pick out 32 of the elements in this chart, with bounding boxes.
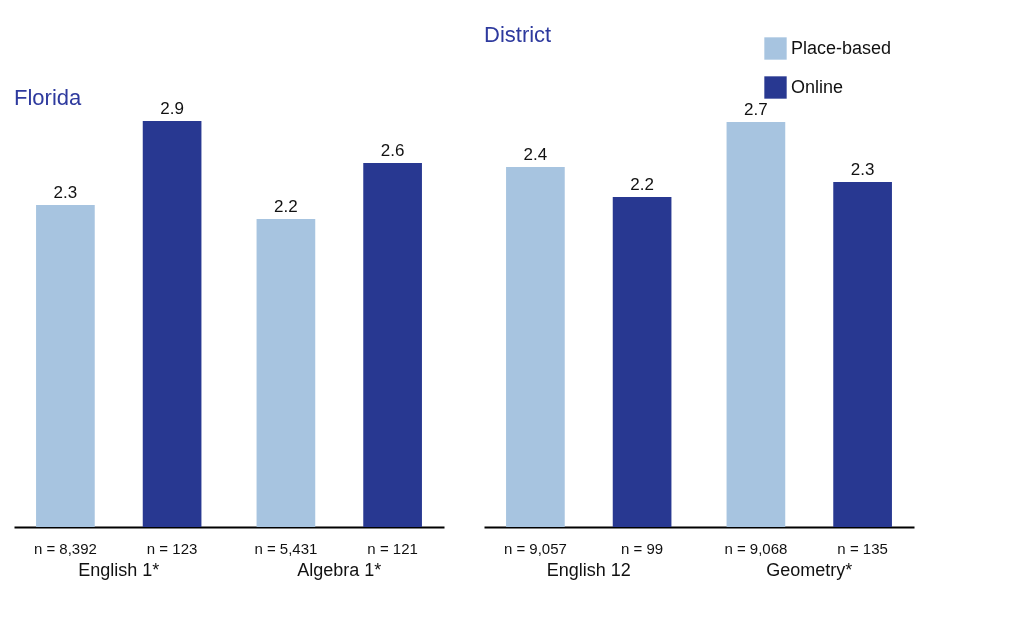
- x-tick-label: Geometry*: [766, 559, 853, 580]
- bar: [363, 163, 422, 527]
- chart-title: Florida: [14, 85, 83, 110]
- data-label: 2.4: [523, 145, 548, 164]
- data-label: 2.2: [274, 197, 298, 216]
- x-tick-label: English 1*: [78, 559, 160, 580]
- x-tick-label: Algebra 1*: [297, 559, 382, 580]
- bar: [726, 122, 786, 527]
- bar: [36, 205, 95, 527]
- data-label: 2.7: [744, 100, 768, 119]
- data-label: 2.9: [160, 99, 184, 118]
- x-tick-label: English 12: [546, 559, 631, 580]
- text: n = 121: [367, 540, 418, 557]
- text: n = 5,431: [254, 540, 318, 557]
- text: n = 135: [837, 540, 888, 557]
- text: n = 8,392: [33, 540, 97, 557]
- chart-title: District: [484, 22, 552, 47]
- data-label: 2.2: [630, 175, 654, 194]
- bar: [256, 219, 316, 527]
- data-label: 2.3: [53, 183, 78, 202]
- bar: [833, 182, 892, 527]
- legend-label: Online: [791, 76, 844, 97]
- text: n = 99: [621, 540, 664, 557]
- bar: [506, 167, 565, 527]
- text: n = 9,068: [724, 540, 788, 557]
- data-label: 2.3: [850, 160, 875, 179]
- text: n = 9,057: [503, 540, 567, 557]
- text: n = 123: [146, 540, 198, 557]
- bar: [142, 121, 202, 527]
- bar: [612, 197, 672, 527]
- data-label: 2.6: [380, 141, 405, 160]
- legend-label: Place-based: [791, 37, 892, 58]
